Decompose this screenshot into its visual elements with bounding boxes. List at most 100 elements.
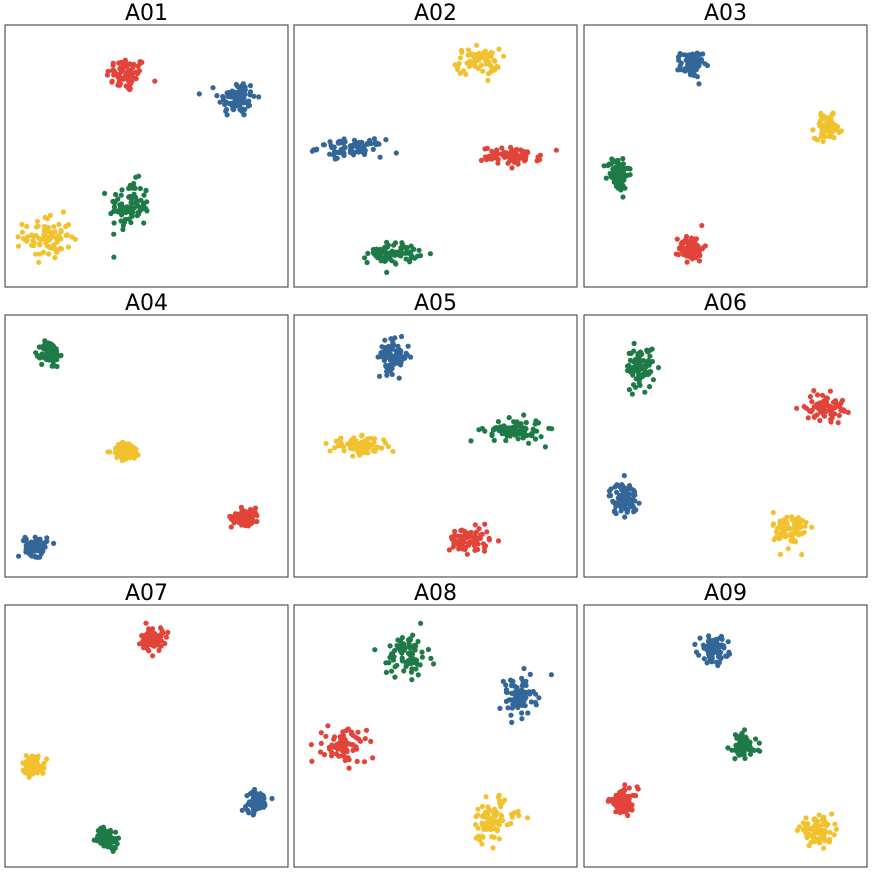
scatter-point-green bbox=[501, 423, 507, 429]
scatter-point-yellow bbox=[465, 47, 471, 53]
scatter-point-yellow bbox=[364, 442, 370, 448]
scatter-point-yellow bbox=[127, 452, 133, 458]
scatter-point-red bbox=[814, 412, 820, 418]
scatter-point-green bbox=[144, 199, 150, 205]
scatter-point-yellow bbox=[479, 803, 486, 810]
scatter-point-blue bbox=[337, 138, 343, 144]
scatter-point-red bbox=[537, 157, 543, 163]
scatter-point-blue bbox=[622, 497, 628, 503]
scatter-point-blue bbox=[631, 489, 638, 495]
scatter-point-red bbox=[162, 640, 168, 647]
scatter-point-yellow bbox=[508, 811, 514, 817]
scatter-point-blue bbox=[408, 354, 414, 360]
scatter-point-green bbox=[745, 744, 751, 750]
scatter-point-red bbox=[482, 521, 488, 527]
scatter-point-yellow bbox=[38, 236, 44, 242]
scatter-point-red bbox=[828, 419, 834, 425]
scatter-point-blue bbox=[395, 354, 401, 360]
scatter-point-red bbox=[817, 417, 823, 424]
scatter-point-yellow bbox=[776, 536, 783, 542]
scatter-point-green bbox=[94, 838, 100, 844]
scatter-point-yellow bbox=[56, 221, 62, 227]
scatter-point-blue bbox=[536, 695, 542, 701]
scatter-point-green bbox=[376, 250, 382, 257]
scatter-point-red bbox=[150, 640, 156, 647]
scatter-point-red bbox=[613, 809, 619, 815]
scatter-point-yellow bbox=[807, 832, 813, 839]
scatter-point-blue bbox=[260, 792, 266, 798]
scatter-point-yellow bbox=[359, 432, 365, 438]
scatter-point-yellow bbox=[490, 845, 496, 851]
scatter-point-blue bbox=[690, 66, 697, 72]
scatter-point-green bbox=[119, 209, 125, 215]
scatter-point-green bbox=[112, 198, 118, 205]
scatter-point-blue bbox=[329, 144, 335, 151]
scatter-point-yellow bbox=[770, 522, 776, 528]
scatter-point-blue bbox=[269, 795, 275, 802]
panel-title: A03 bbox=[704, 1, 747, 26]
scatter-point-blue bbox=[338, 146, 344, 152]
scatter-point-red bbox=[807, 394, 814, 400]
scatter-point-red bbox=[132, 75, 138, 81]
scatter-point-green bbox=[408, 243, 414, 249]
scatter-point-red bbox=[126, 86, 133, 92]
scatter-point-green bbox=[407, 636, 413, 642]
scatter-point-green bbox=[37, 355, 43, 361]
scatter-point-red bbox=[112, 70, 118, 76]
scatter-point-blue bbox=[351, 137, 358, 143]
scatter-point-blue bbox=[220, 93, 226, 100]
scatter-point-yellow bbox=[821, 835, 827, 841]
scatter-point-yellow bbox=[817, 123, 823, 129]
scatter-point-green bbox=[533, 418, 539, 424]
scatter-point-yellow bbox=[801, 529, 807, 536]
scatter-point-green bbox=[729, 747, 735, 753]
scatter-point-yellow bbox=[53, 234, 59, 241]
scatter-point-blue bbox=[716, 654, 722, 660]
scatter-point-red bbox=[836, 412, 842, 419]
scatter-point-green bbox=[425, 646, 431, 653]
scatter-point-green bbox=[108, 210, 114, 217]
scatter-point-green bbox=[102, 190, 108, 196]
scatter-point-blue bbox=[251, 93, 257, 99]
scatter-point-blue bbox=[253, 790, 259, 796]
scatter-point-green bbox=[620, 161, 627, 167]
scatter-point-green bbox=[743, 740, 749, 746]
scatter-point-yellow bbox=[799, 552, 805, 558]
scatter-point-yellow bbox=[350, 453, 356, 459]
scatter-point-red bbox=[622, 782, 628, 788]
scatter-point-red bbox=[819, 392, 826, 398]
scatter-point-yellow bbox=[29, 232, 35, 238]
scatter-point-blue bbox=[696, 652, 702, 658]
scatter-point-red bbox=[118, 75, 124, 81]
scatter-point-blue bbox=[393, 150, 399, 156]
scatter-point-blue bbox=[223, 106, 230, 113]
scatter-point-yellow bbox=[475, 65, 481, 71]
scatter-point-green bbox=[430, 661, 437, 667]
scatter-point-green bbox=[495, 419, 501, 425]
scatter-point-red bbox=[446, 547, 452, 553]
scatter-point-green bbox=[626, 350, 632, 356]
scatter-point-red bbox=[625, 794, 632, 800]
scatter-point-yellow bbox=[43, 240, 49, 246]
scatter-point-green bbox=[391, 242, 397, 248]
scatter-point-green bbox=[532, 436, 539, 442]
scatter-point-yellow bbox=[810, 127, 816, 133]
scatter-point-yellow bbox=[116, 448, 122, 454]
scatter-point-green bbox=[416, 247, 422, 253]
scatter-point-red bbox=[116, 80, 122, 86]
scatter-point-green bbox=[617, 181, 623, 187]
scatter-point-red bbox=[228, 514, 235, 520]
scatter-point-yellow bbox=[373, 445, 379, 451]
panel-frame bbox=[583, 314, 868, 578]
scatter-point-red bbox=[484, 529, 490, 535]
scatter-point-green bbox=[646, 361, 653, 367]
scatter-point-blue bbox=[706, 636, 712, 642]
scatter-point-green bbox=[112, 829, 119, 835]
scatter-point-blue bbox=[512, 702, 518, 708]
scatter-point-red bbox=[553, 147, 560, 153]
scatter-point-red bbox=[353, 744, 359, 750]
scatter-point-yellow bbox=[30, 770, 36, 777]
scatter-point-red bbox=[327, 746, 333, 752]
scatter-point-red bbox=[492, 155, 498, 161]
